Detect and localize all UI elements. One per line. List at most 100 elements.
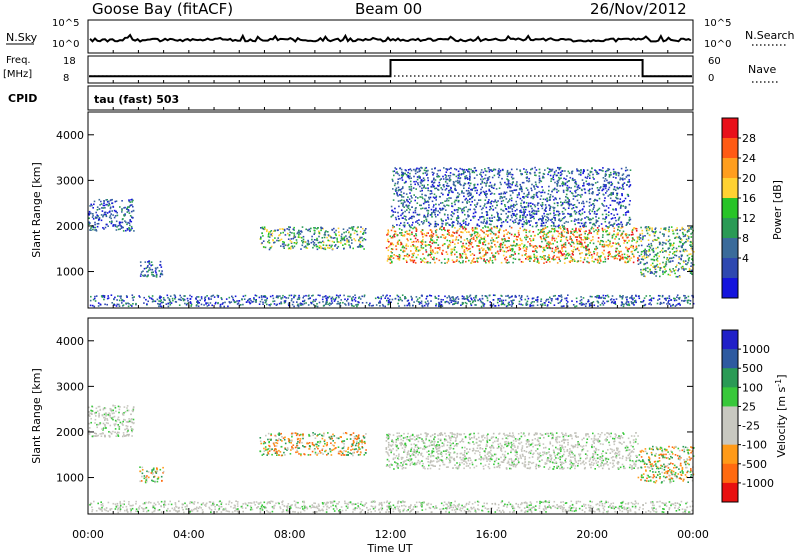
- scatter-cell: [448, 234, 451, 236]
- scatter-cell: [490, 184, 493, 187]
- scatter-cell: [567, 232, 569, 234]
- scatter-cell: [427, 221, 430, 224]
- scatter-cell: [170, 302, 173, 304]
- scatter-cell: [494, 183, 496, 186]
- scatter-cell: [294, 236, 297, 238]
- scatter-cell: [420, 166, 422, 169]
- scatter-cell: [425, 174, 428, 176]
- scatter-cell: [502, 241, 505, 244]
- scatter-cell: [602, 217, 604, 220]
- scatter-cell: [352, 227, 354, 230]
- scatter-cell: [262, 235, 264, 237]
- scatter-cell: [562, 207, 565, 209]
- scatter-cell: [680, 255, 683, 258]
- scatter-cell: [611, 234, 614, 237]
- scatter-cell: [607, 195, 610, 197]
- scatter-cell: [617, 243, 620, 246]
- scatter-cell: [426, 261, 429, 264]
- scatter-cell: [400, 199, 403, 201]
- scatter-cell: [506, 216, 509, 219]
- scatter-cell: [659, 275, 661, 278]
- scatter-cell: [419, 249, 421, 252]
- scatter-cell: [522, 196, 524, 198]
- scatter-cell: [444, 236, 447, 238]
- scatter-cell: [622, 214, 625, 216]
- scatter-cell: [626, 249, 629, 252]
- scatter-cell: [607, 188, 610, 191]
- scatter-cell: [660, 249, 663, 252]
- scatter-cell: [582, 303, 584, 305]
- scatter-cell: [479, 256, 481, 259]
- scatter-cell: [297, 296, 300, 299]
- scatter-cell: [469, 176, 471, 179]
- scatter-cell: [331, 244, 333, 247]
- scatter-cell: [521, 190, 523, 193]
- scatter-cell: [309, 230, 311, 233]
- scatter-cell: [558, 176, 560, 179]
- scatter-cell: [395, 255, 398, 257]
- scatter-cell: [532, 215, 535, 218]
- scatter-cell: [427, 201, 430, 203]
- scatter-cell: [540, 238, 543, 240]
- scatter-cell: [522, 261, 524, 263]
- scatter-cell: [602, 294, 605, 297]
- scatter-cell: [595, 221, 598, 223]
- scatter-cell: [529, 304, 532, 306]
- scatter-cell: [352, 226, 355, 228]
- scatter-cell: [552, 176, 554, 178]
- scatter-cell: [490, 223, 492, 226]
- scatter-cell: [510, 254, 513, 256]
- scatter-cell: [116, 226, 118, 228]
- scatter-cell: [578, 249, 580, 252]
- scatter-cell: [532, 239, 535, 241]
- scatter-cell: [210, 298, 212, 300]
- scatter-cell: [466, 210, 469, 213]
- scatter-cell: [430, 190, 433, 192]
- scatter-cell: [543, 237, 545, 239]
- scatter-cell: [462, 242, 464, 245]
- scatter-cell: [570, 238, 572, 240]
- scatter-cell: [444, 189, 447, 191]
- scatter-cell: [410, 189, 413, 192]
- scatter-cell: [689, 300, 692, 302]
- scatter-cell: [492, 299, 495, 301]
- scatter-cell: [390, 242, 392, 244]
- scatter-cell: [500, 213, 503, 215]
- scatter-cell: [505, 183, 508, 185]
- scatter-cell: [652, 239, 655, 241]
- scatter-cell: [403, 182, 406, 184]
- scatter-cell: [95, 217, 97, 219]
- scatter-cell: [110, 199, 112, 201]
- scatter-cell: [244, 294, 247, 297]
- scatter-cell: [538, 181, 541, 184]
- scatter-cell: [401, 246, 404, 249]
- scatter-cell: [531, 168, 533, 170]
- scatter-cell: [682, 228, 684, 230]
- scatter-cell: [657, 299, 659, 301]
- scatter-cell: [429, 294, 431, 297]
- scatter-cell: [628, 304, 631, 307]
- scatter-cell: [124, 220, 126, 222]
- scatter-cell: [266, 229, 268, 231]
- scatter-cell: [566, 187, 568, 189]
- scatter-cell: [425, 207, 427, 210]
- scatter-cell: [508, 261, 510, 264]
- scatter-cell: [397, 200, 400, 202]
- scatter-cell: [578, 235, 580, 238]
- scatter-cell: [132, 199, 134, 202]
- scatter-cell: [593, 252, 596, 255]
- scatter-cell: [144, 261, 147, 263]
- scatter-cell: [551, 237, 554, 239]
- scatter-cell: [174, 296, 177, 299]
- scatter-cell: [332, 298, 335, 300]
- scatter-cell: [393, 170, 396, 172]
- scatter-cell: [467, 239, 469, 242]
- scatter-cell: [626, 223, 628, 226]
- scatter-cell: [540, 300, 542, 302]
- scatter-cell: [346, 239, 348, 241]
- scatter-cell: [648, 227, 651, 230]
- scatter-cell: [423, 186, 425, 188]
- scatter-cell: [571, 239, 573, 242]
- scatter-cell: [302, 235, 305, 238]
- scatter-cell: [631, 301, 633, 304]
